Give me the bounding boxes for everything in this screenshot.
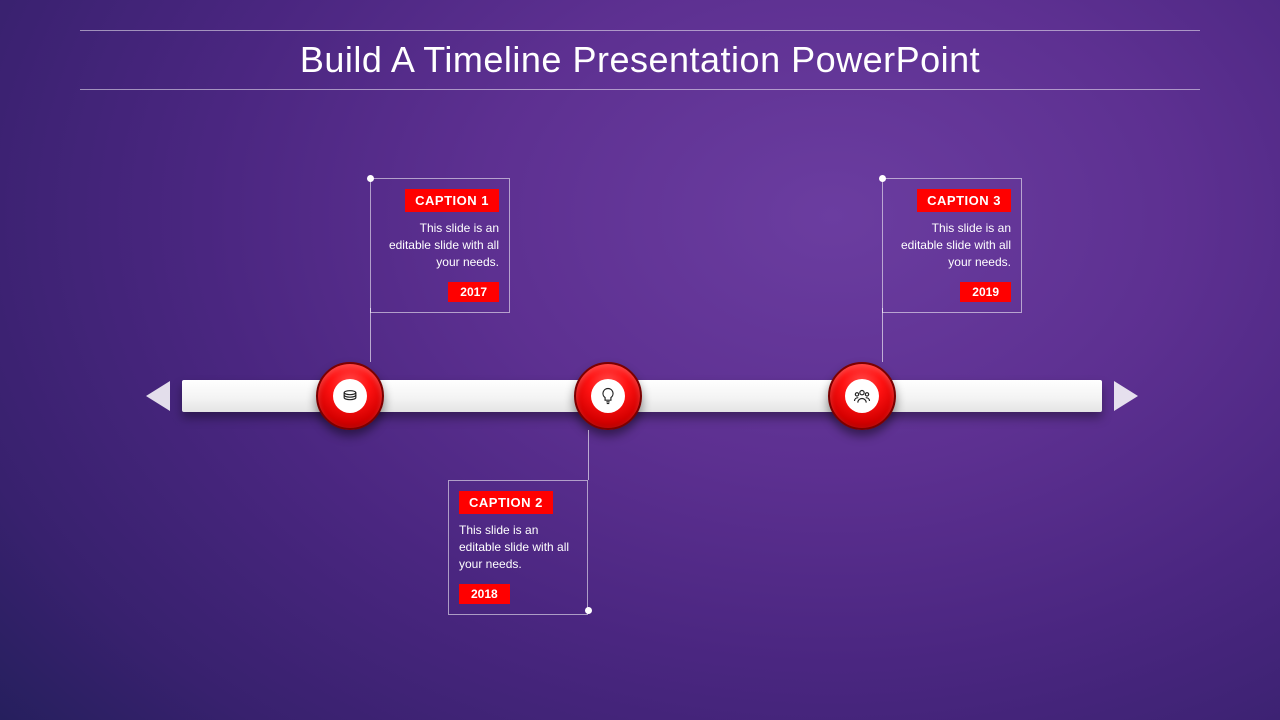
slide-title: Build A Timeline Presentation PowerPoint	[80, 37, 1200, 89]
timeline-node-2	[574, 362, 642, 430]
caption-box-2: CAPTION 2 This slide is an editable slide…	[448, 480, 588, 615]
timeline-node-1	[316, 362, 384, 430]
coins-icon	[333, 379, 367, 413]
timeline-node-3	[828, 362, 896, 430]
group-icon	[845, 379, 879, 413]
connector-line	[882, 308, 883, 362]
connector-dot	[879, 175, 886, 182]
caption-description: This slide is an editable slide with all…	[459, 522, 577, 572]
caption-label: CAPTION 2	[459, 491, 553, 514]
slide-title-block: Build A Timeline Presentation PowerPoint	[80, 30, 1200, 90]
connector-line	[588, 430, 589, 480]
caption-year: 2019	[960, 282, 1011, 302]
caption-box-3: CAPTION 3 This slide is an editable slide…	[882, 178, 1022, 313]
caption-year: 2017	[448, 282, 499, 302]
caption-year: 2018	[459, 584, 510, 604]
connector-dot	[367, 175, 374, 182]
caption-description: This slide is an editable slide with all…	[893, 220, 1011, 270]
caption-label: CAPTION 3	[917, 189, 1011, 212]
timeline-arrow-left-icon	[146, 381, 170, 411]
connector-dot	[585, 607, 592, 614]
lightbulb-icon	[591, 379, 625, 413]
timeline-arrow-right-icon	[1114, 381, 1138, 411]
connector-line	[370, 308, 371, 362]
title-rule-bottom	[80, 89, 1200, 90]
title-rule-top	[80, 30, 1200, 31]
caption-description: This slide is an editable slide with all…	[381, 220, 499, 270]
caption-label: CAPTION 1	[405, 189, 499, 212]
caption-box-1: CAPTION 1 This slide is an editable slide…	[370, 178, 510, 313]
